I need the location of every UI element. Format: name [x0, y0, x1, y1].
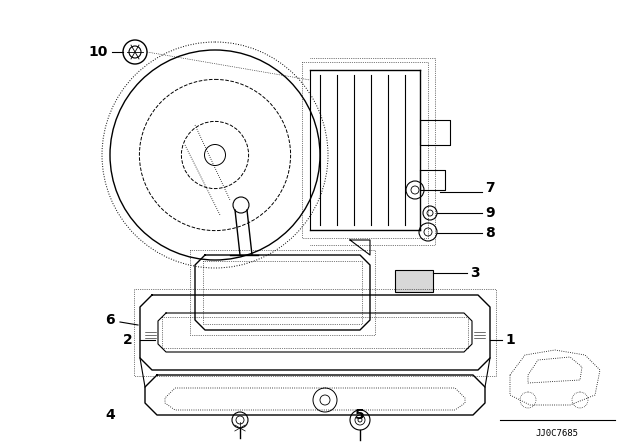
Circle shape: [419, 223, 437, 241]
Text: 9: 9: [485, 206, 495, 220]
Circle shape: [232, 412, 248, 428]
Text: 8: 8: [485, 226, 495, 240]
Circle shape: [313, 388, 337, 412]
Text: 3: 3: [470, 266, 480, 280]
Text: JJ0C7685: JJ0C7685: [536, 428, 579, 438]
Bar: [395, 270, 433, 292]
Text: 6: 6: [105, 313, 115, 327]
Circle shape: [350, 410, 370, 430]
Text: 7: 7: [485, 181, 495, 195]
Text: 4: 4: [105, 408, 115, 422]
Text: 1: 1: [505, 333, 515, 347]
Circle shape: [406, 181, 424, 199]
Circle shape: [423, 206, 437, 220]
Text: 10: 10: [88, 45, 108, 59]
Text: 2: 2: [123, 333, 133, 347]
Text: 5: 5: [355, 408, 365, 422]
Circle shape: [123, 40, 147, 64]
